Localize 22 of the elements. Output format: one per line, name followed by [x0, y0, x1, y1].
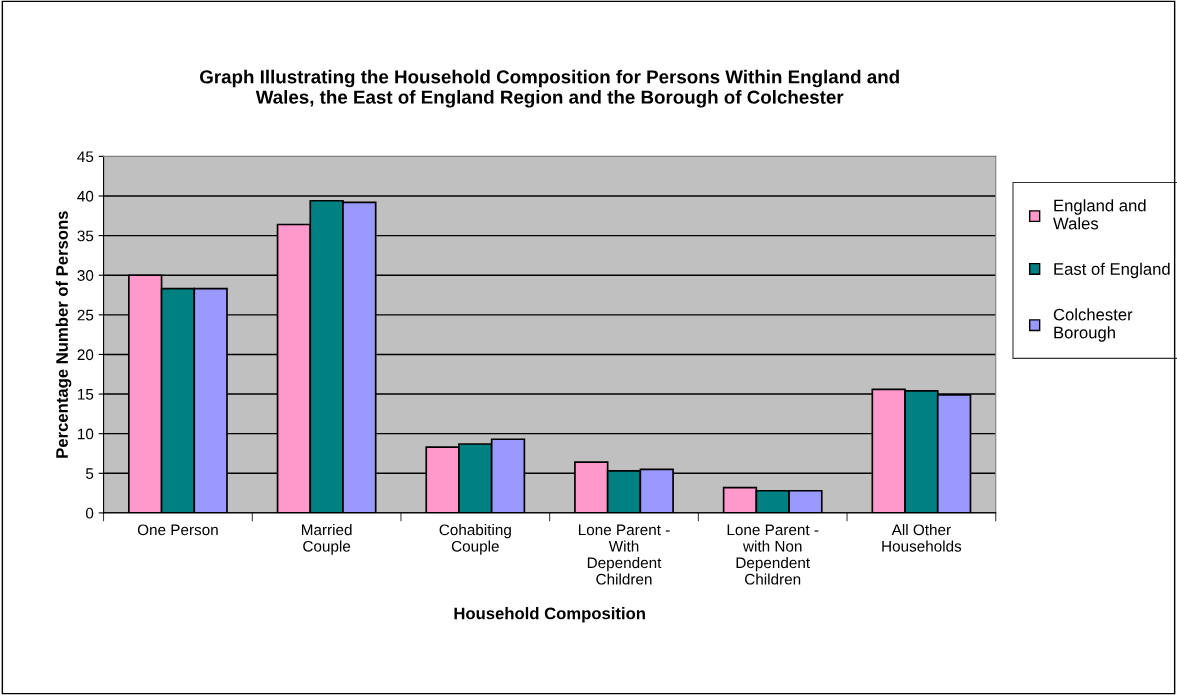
- y-tick-label: 5: [85, 468, 94, 479]
- chart-title: Graph Illustrating the Household Composition for Persons Within England and Wales, the East of England Region and the Borough of Colchester: [200, 69, 899, 108]
- y-tick-label: 0: [85, 507, 94, 519]
- y-axis-title: Percentage Number of Persons: [55, 211, 72, 458]
- legend-label: East of England: [1054, 262, 1170, 279]
- x-axis-title: Household Composition: [454, 607, 645, 623]
- y-tick-label: 10: [78, 428, 94, 440]
- x-tick-label: Lone Parent - with Non Dependent Children: [727, 524, 819, 585]
- y-tick-label: 15: [78, 389, 94, 400]
- y-tick-label: 20: [77, 349, 94, 361]
- y-tick-label: 25: [77, 309, 94, 321]
- x-tick-label: Lone Parent - With Dependent Children: [578, 524, 670, 585]
- x-tick-label: Cohabiting Couple: [439, 524, 511, 555]
- y-tick-label: 40: [77, 190, 94, 202]
- legend-label: England and Wales: [1053, 199, 1146, 230]
- y-tick-label: 35: [77, 230, 94, 242]
- legend-label: Colchester Borough: [1053, 308, 1133, 342]
- y-tick-label: 30: [77, 270, 94, 281]
- x-tick-label: One Person: [137, 524, 218, 536]
- y-tick-label: 45: [77, 151, 94, 163]
- x-tick-label: Married Couple: [301, 524, 352, 555]
- x-tick-label: All Other Households: [882, 524, 962, 552]
